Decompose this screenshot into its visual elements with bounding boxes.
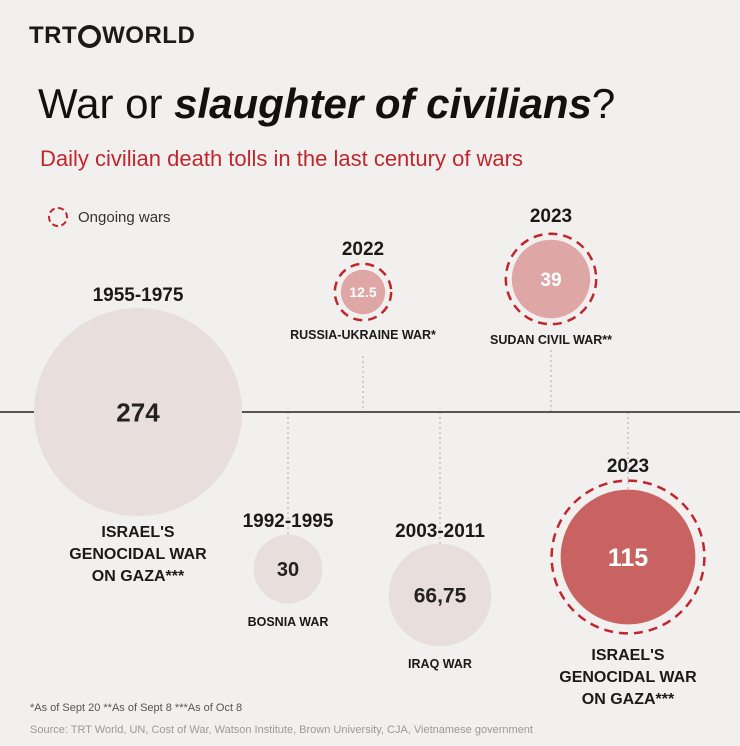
page-title: War or slaughter of civilians?	[38, 80, 615, 128]
bubble	[340, 269, 386, 315]
value-label: 39	[540, 270, 561, 291]
bubble	[388, 543, 492, 647]
period-label: 1955-1975	[93, 285, 184, 306]
war-name-label: BOSNIA WAR	[248, 615, 329, 629]
footnote: *As of Sept 20 **As of Sept 8 ***As of O…	[30, 702, 243, 714]
value-label: 30	[277, 559, 299, 581]
logo-text-world: WORLD	[102, 22, 196, 49]
war-name-label: ISRAEL'S	[591, 647, 664, 664]
value-label: 115	[608, 544, 648, 572]
ongoing-ring	[550, 479, 706, 635]
legend-label: Ongoing wars	[78, 208, 171, 226]
war-name-label: GENOCIDAL WAR	[69, 546, 207, 563]
logo-text-trt: TRT	[29, 22, 78, 49]
war-name-label: RUSSIA-UKRAINE WAR*	[290, 328, 436, 342]
period-label: 1992-1995	[243, 511, 334, 532]
value-label: 274	[116, 397, 160, 427]
ongoing-ring	[333, 262, 393, 322]
value-label: 12.5	[349, 284, 376, 300]
war-name-label: ISRAEL'S	[101, 524, 174, 541]
war-name-label: IRAQ WAR	[408, 657, 472, 671]
war-name-label: ON GAZA***	[92, 568, 185, 585]
period-label: 2023	[530, 206, 572, 227]
period-label: 2003-2011	[395, 521, 485, 542]
ongoing-ring	[504, 232, 598, 326]
page-subtitle: Daily civilian death tolls in the last c…	[40, 146, 523, 171]
logo-ring-icon	[78, 24, 102, 48]
title-emphasis: slaughter of civilians	[174, 80, 592, 127]
title-end: ?	[591, 80, 616, 127]
war-name-label: SUDAN CIVIL WAR**	[490, 333, 612, 347]
legend: Ongoing wars	[48, 207, 171, 227]
bubble	[511, 239, 591, 319]
bubble	[560, 489, 696, 625]
period-label: 2022	[342, 239, 384, 260]
source-note: Source: TRT World, UN, Cost of War, Wats…	[30, 724, 533, 736]
trt-world-logo: TRT WORLD	[29, 22, 195, 50]
war-name-label: GENOCIDAL WAR	[559, 669, 697, 686]
value-label: 66,75	[414, 585, 467, 608]
period-label: 2023	[607, 456, 649, 477]
bubble	[34, 308, 242, 516]
dashed-ring-icon	[48, 207, 68, 227]
title-plain: War or	[38, 80, 175, 127]
bubble	[253, 534, 323, 604]
war-name-label: ON GAZA***	[582, 691, 675, 708]
